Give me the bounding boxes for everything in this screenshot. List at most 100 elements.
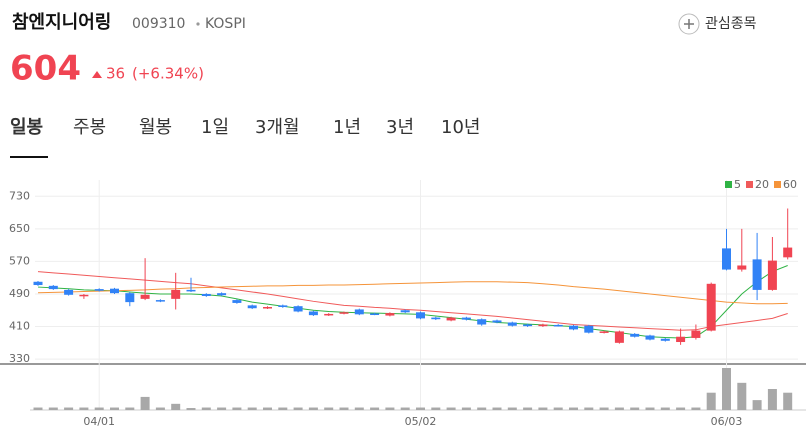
y-tick-label: 490: [9, 287, 30, 300]
candle-body: [752, 259, 762, 290]
volume-bar: [446, 407, 456, 410]
candle-body: [293, 306, 303, 312]
chart: 330 410 490 570 650 730 04/01 05/02 06/03 5 20 60: [0, 178, 806, 428]
volume-bar: [691, 407, 701, 410]
volume-bar: [308, 407, 318, 410]
y-tick-label: 570: [9, 254, 30, 267]
y-tick-label: 730: [9, 189, 30, 202]
candle-body: [308, 311, 318, 316]
volume-bar: [339, 407, 349, 410]
volume-bar: [507, 407, 517, 410]
volume-bar: [201, 407, 211, 410]
candle-body: [599, 331, 609, 333]
candle-body: [569, 325, 578, 330]
plus-icon: [678, 13, 700, 35]
candle-body: [370, 313, 380, 316]
legend-swatch: [774, 181, 781, 188]
candle-body: [783, 247, 793, 258]
volume-bar: [354, 407, 364, 410]
candle-body: [584, 325, 594, 333]
candle-body: [691, 330, 701, 338]
volume-bar: [324, 407, 334, 410]
legend-label: 60: [783, 178, 797, 191]
volume-bar: [477, 407, 487, 410]
volume-bar: [217, 407, 227, 410]
watch-button[interactable]: 관심종목: [678, 13, 757, 35]
tab[interactable]: 일봉: [10, 117, 43, 138]
candle-body: [538, 324, 548, 327]
volume-bar: [630, 407, 640, 410]
tab[interactable]: 주봉: [73, 117, 106, 138]
candle-body: [48, 285, 58, 290]
volume-bar: [247, 407, 257, 410]
candle-body: [477, 319, 487, 325]
separator-dot: [196, 22, 200, 26]
volume-bar: [737, 382, 747, 410]
tab[interactable]: 1년: [333, 117, 361, 138]
candle-body: [767, 260, 777, 290]
y-tick-label: 410: [9, 320, 30, 333]
stock-name: 참엔지니어링: [12, 12, 111, 33]
volume-bar: [64, 407, 74, 410]
volume-bar: [400, 407, 410, 410]
tab[interactable]: 3년: [386, 117, 414, 138]
candle-body: [492, 320, 502, 323]
candle-body: [630, 333, 640, 337]
candle-body: [263, 307, 272, 309]
volume-bar: [767, 389, 777, 410]
tab[interactable]: 1일: [201, 117, 229, 138]
price-change: 36: [106, 65, 125, 83]
volume-bar: [79, 407, 89, 410]
volume-bar: [385, 407, 395, 410]
candle-body: [523, 324, 533, 327]
volume-bar: [48, 407, 58, 410]
volume-bar: [538, 407, 548, 410]
candle-body: [737, 265, 747, 270]
volume-bar: [614, 407, 624, 410]
volume-bar: [431, 407, 441, 410]
volume-bar: [186, 408, 196, 410]
moving-average: [37, 265, 788, 339]
tab[interactable]: 3개월: [255, 117, 300, 138]
moving-average: [37, 271, 788, 331]
candle-body: [614, 331, 624, 343]
volume-bar: [110, 407, 119, 410]
y-tick-label: 650: [9, 222, 30, 235]
candle-body: [140, 294, 150, 299]
volume-bar: [722, 368, 731, 410]
candle-body: [676, 336, 686, 343]
x-tick-label: 06/03: [711, 415, 743, 428]
candle-body: [155, 300, 165, 302]
moving-average: [37, 281, 788, 305]
volume-bar: [706, 392, 716, 410]
candle-body: [339, 312, 349, 314]
candle-body: [171, 289, 181, 299]
candle-body: [722, 248, 731, 270]
volume-bar: [94, 407, 104, 410]
legend-label: 5: [734, 178, 741, 191]
candle-body: [461, 317, 471, 320]
watch-label: 관심종목: [705, 16, 757, 32]
volume-bar: [599, 407, 609, 410]
candle-body: [186, 289, 196, 292]
candle-body: [201, 293, 211, 297]
volume-bar: [492, 407, 502, 410]
candle-body: [324, 313, 334, 316]
candle-body: [507, 322, 517, 326]
volume-bar: [676, 407, 686, 410]
candle-body: [446, 317, 456, 321]
volume-bar: [416, 407, 425, 410]
volume-bar: [33, 407, 43, 410]
tab-underline: [10, 156, 48, 158]
candle-body: [79, 294, 89, 297]
tabs: 일봉 주봉 월봉 1일 3개월 1년 3년 10년: [10, 117, 480, 138]
candle-body: [125, 293, 135, 303]
volume-bar: [553, 407, 563, 410]
tab[interactable]: 10년: [441, 117, 480, 138]
stock-code: 009310: [132, 16, 185, 32]
y-tick-label: 330: [9, 352, 30, 365]
tab[interactable]: 월봉: [139, 117, 172, 138]
volume-bar: [523, 407, 533, 410]
candle-body: [217, 293, 227, 296]
